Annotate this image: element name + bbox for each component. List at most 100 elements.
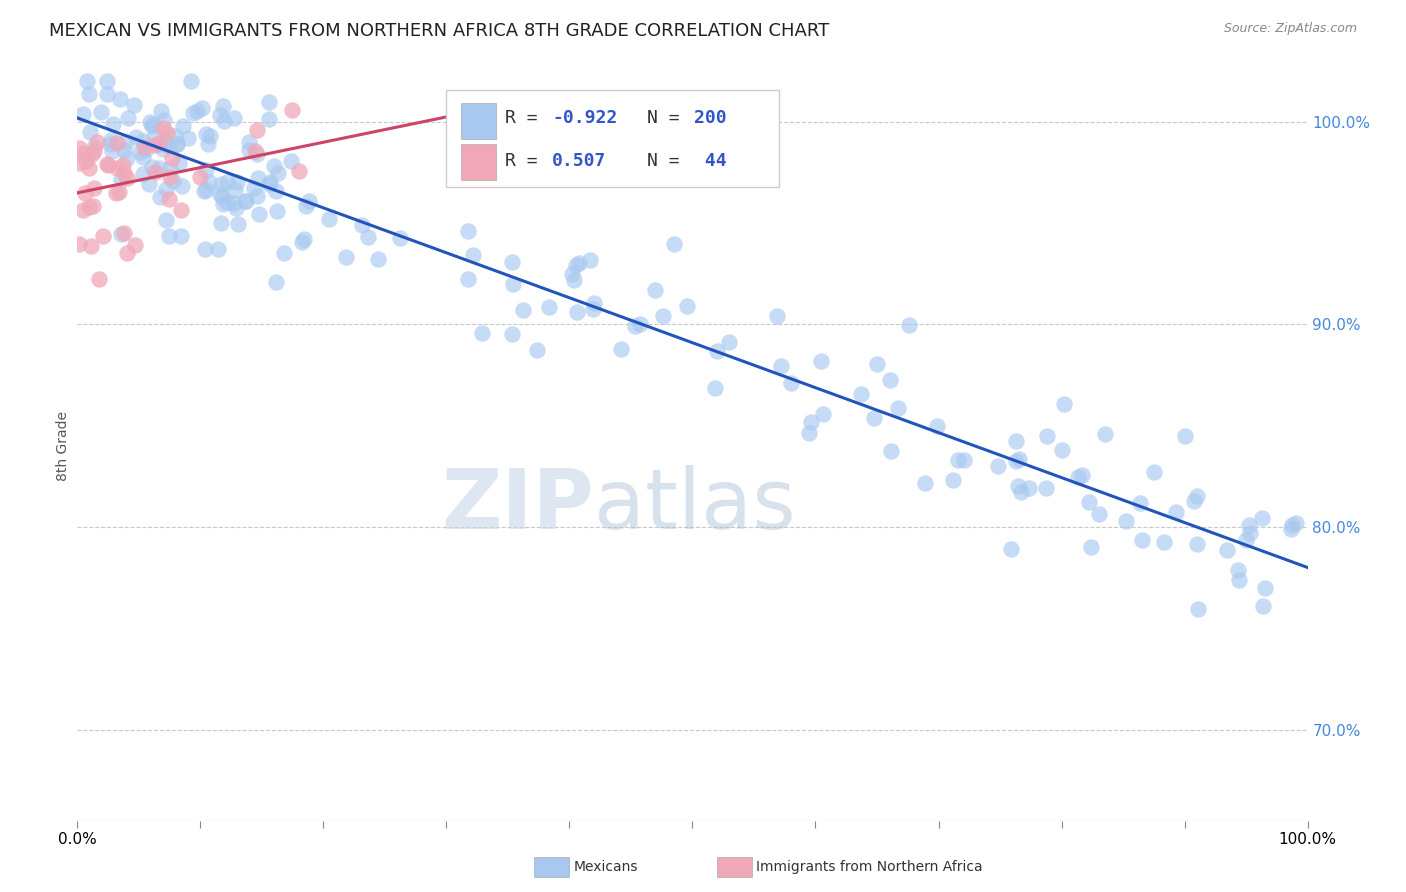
Point bbox=[72, 107, 94, 121]
Point bbox=[114, 136, 136, 150]
Point bbox=[1153, 534, 1175, 549]
Point bbox=[112, 226, 135, 240]
Point bbox=[565, 258, 588, 272]
Point bbox=[134, 140, 156, 154]
Point bbox=[264, 275, 287, 289]
Point bbox=[165, 128, 187, 143]
Point bbox=[238, 136, 260, 150]
Point bbox=[100, 132, 122, 146]
Point bbox=[267, 165, 290, 179]
Text: atlas: atlas bbox=[595, 466, 796, 547]
Point bbox=[139, 114, 162, 128]
Point bbox=[295, 199, 318, 213]
Point bbox=[115, 171, 138, 186]
Point bbox=[77, 161, 100, 175]
Point bbox=[987, 458, 1010, 473]
Point bbox=[159, 161, 181, 175]
Point bbox=[1129, 496, 1152, 510]
Point bbox=[1070, 467, 1092, 482]
Point bbox=[166, 137, 188, 152]
Point bbox=[770, 359, 793, 373]
Point bbox=[77, 201, 100, 215]
Point bbox=[100, 144, 122, 158]
Point bbox=[886, 401, 908, 415]
Point bbox=[177, 130, 200, 145]
Point bbox=[568, 255, 591, 269]
Point bbox=[226, 218, 249, 232]
Point bbox=[105, 136, 128, 150]
Point bbox=[866, 357, 889, 371]
Point bbox=[765, 309, 787, 323]
Point bbox=[243, 181, 266, 195]
Point bbox=[132, 134, 155, 148]
Point bbox=[128, 145, 150, 160]
Point bbox=[149, 190, 172, 204]
Point bbox=[180, 74, 202, 88]
Point bbox=[105, 186, 128, 201]
Point bbox=[718, 334, 741, 349]
Text: N =: N = bbox=[647, 109, 690, 127]
Point bbox=[623, 319, 645, 334]
Text: R =: R = bbox=[506, 152, 560, 169]
Point bbox=[457, 272, 479, 286]
Point bbox=[1007, 479, 1029, 493]
Point bbox=[86, 135, 108, 149]
Point bbox=[148, 136, 170, 151]
Point bbox=[222, 196, 245, 211]
Point bbox=[298, 194, 321, 208]
Point bbox=[170, 229, 193, 244]
Point bbox=[561, 267, 583, 281]
Point bbox=[124, 238, 146, 252]
Point bbox=[925, 419, 948, 434]
Point bbox=[209, 216, 232, 230]
Text: Source: ZipAtlas.com: Source: ZipAtlas.com bbox=[1223, 22, 1357, 36]
Point bbox=[143, 138, 166, 153]
Point bbox=[280, 153, 302, 168]
Text: Mexicans: Mexicans bbox=[574, 860, 638, 874]
FancyBboxPatch shape bbox=[461, 103, 496, 139]
Point bbox=[80, 147, 103, 161]
Text: 44: 44 bbox=[693, 152, 727, 169]
Point bbox=[263, 159, 285, 173]
Point bbox=[953, 452, 976, 467]
Point bbox=[1067, 470, 1090, 484]
Point bbox=[79, 125, 101, 139]
Point bbox=[273, 245, 295, 260]
Point bbox=[112, 158, 135, 172]
Point bbox=[215, 175, 238, 189]
Point bbox=[103, 117, 125, 131]
Point bbox=[211, 99, 233, 113]
Point bbox=[110, 92, 132, 106]
Point bbox=[703, 381, 725, 395]
Point bbox=[565, 305, 588, 319]
Point bbox=[335, 250, 357, 264]
Point bbox=[879, 373, 901, 387]
Point bbox=[257, 112, 280, 126]
Point bbox=[1088, 508, 1111, 522]
Point bbox=[1130, 533, 1153, 547]
Point bbox=[470, 326, 492, 340]
Point bbox=[110, 171, 132, 186]
FancyBboxPatch shape bbox=[461, 144, 496, 180]
Point bbox=[879, 443, 901, 458]
Point bbox=[162, 174, 184, 188]
Point bbox=[132, 167, 155, 181]
Point bbox=[1227, 573, 1250, 587]
Point bbox=[357, 229, 380, 244]
Point bbox=[135, 142, 157, 156]
Point bbox=[1234, 533, 1257, 548]
Point bbox=[264, 184, 287, 198]
Point bbox=[1077, 495, 1099, 509]
Point bbox=[1281, 517, 1303, 532]
Point bbox=[73, 186, 96, 201]
Point bbox=[91, 228, 114, 243]
Point bbox=[851, 387, 873, 401]
Point bbox=[122, 97, 145, 112]
Point bbox=[83, 180, 105, 194]
Point bbox=[222, 111, 245, 125]
Point bbox=[211, 190, 233, 204]
Point bbox=[181, 105, 204, 120]
Point bbox=[247, 207, 270, 221]
Point bbox=[112, 143, 135, 157]
Point bbox=[75, 154, 97, 169]
